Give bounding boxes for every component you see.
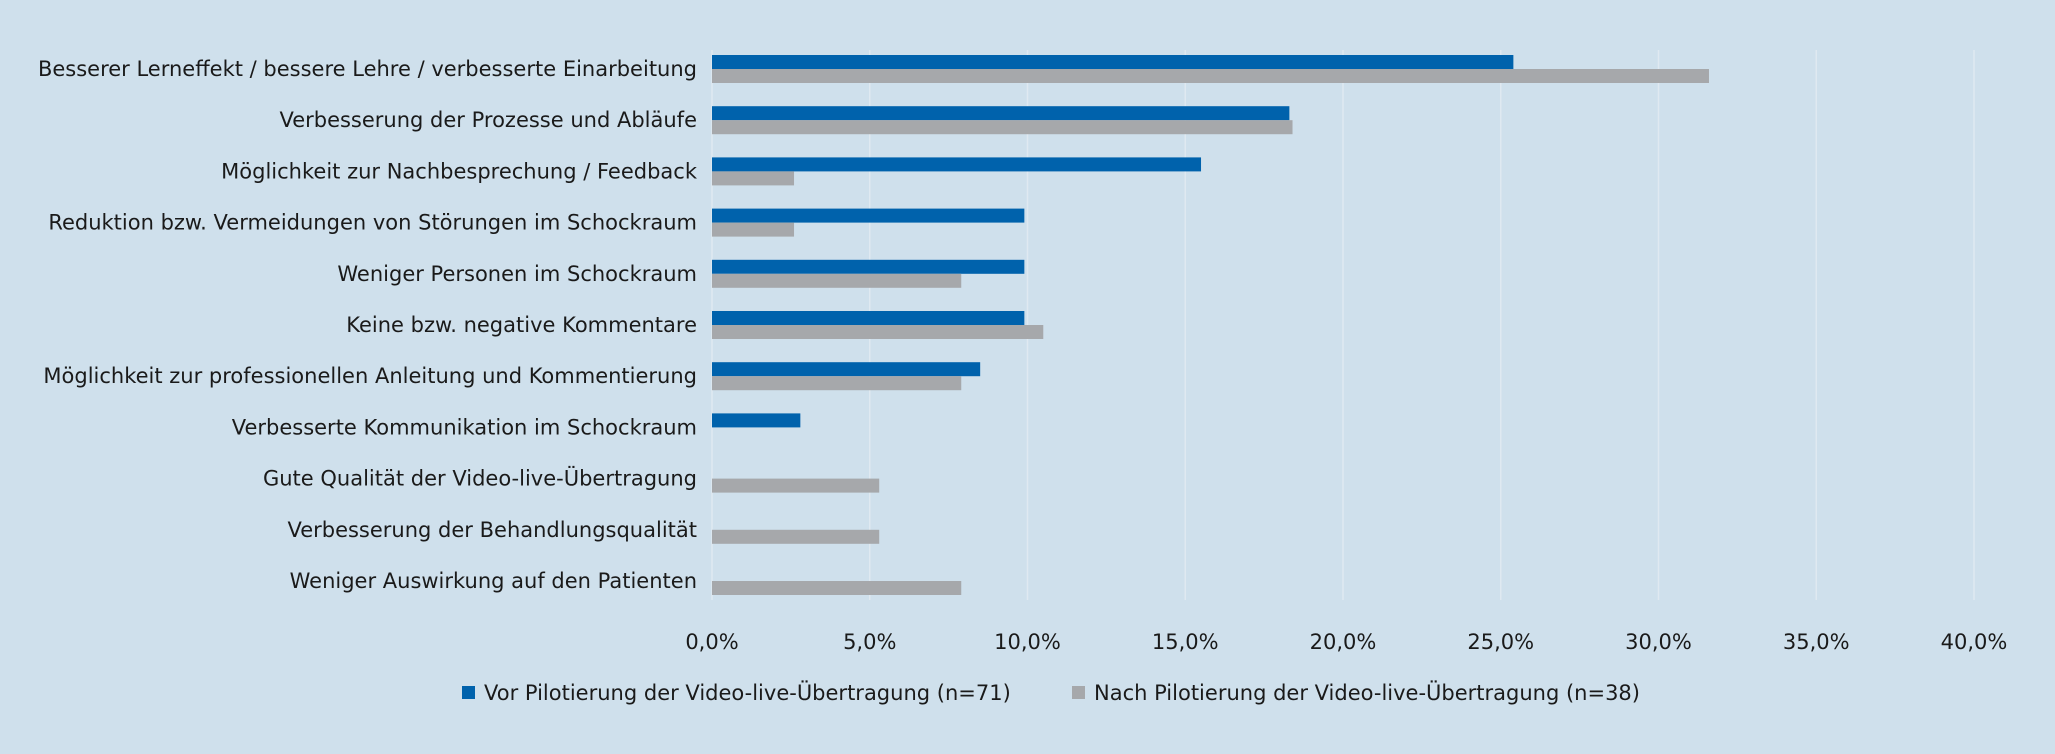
bar-vor — [712, 208, 1025, 223]
bar-nach — [712, 325, 1044, 339]
x-tick-label: 15,0% — [1152, 630, 1219, 654]
bars-layer — [712, 55, 1709, 595]
category-label: Reduktion bzw. Vermeidungen von Störunge… — [48, 211, 697, 235]
legend-swatch — [462, 686, 475, 699]
category-label: Besserer Lerneffekt / bessere Lehre / ve… — [38, 57, 697, 81]
bar-vor — [712, 55, 1514, 69]
bar-vor — [712, 413, 801, 428]
x-tick-label: 35,0% — [1783, 630, 1850, 654]
bar-nach — [712, 376, 962, 391]
x-tick-label: 5,0% — [843, 630, 896, 654]
bar-vor — [712, 259, 1025, 274]
category-labels: Besserer Lerneffekt / bessere Lehre / ve… — [38, 57, 698, 593]
bar-vor — [712, 362, 981, 377]
x-tick-label: 40,0% — [1941, 630, 2008, 654]
x-tick-label: 10,0% — [994, 630, 1061, 654]
legend-label: Vor Pilotierung der Video-live-Übertragu… — [484, 680, 1011, 705]
category-label: Verbesserte Kommunikation im Schockraum — [232, 415, 697, 439]
x-tick-label: 30,0% — [1625, 630, 1692, 654]
grid-layer — [711, 50, 1975, 600]
category-label: Weniger Auswirkung auf den Patienten — [290, 569, 697, 593]
category-label: Möglichkeit zur Nachbesprechung / Feedba… — [221, 159, 698, 183]
category-label: Verbesserung der Behandlungsqualität — [287, 518, 697, 542]
category-label: Keine bzw. negative Kommentare — [346, 313, 697, 337]
legend-swatch — [1072, 686, 1085, 699]
category-label: Gute Qualität der Video-live-Übertragung — [263, 466, 697, 491]
category-label: Möglichkeit zur professionellen Anleitun… — [43, 364, 697, 388]
bar-nach — [712, 69, 1709, 83]
category-label: Verbesserung der Prozesse und Abläufe — [279, 108, 697, 132]
bar-vor — [712, 157, 1202, 172]
x-tick-label: 25,0% — [1467, 630, 1534, 654]
legend-label: Nach Pilotierung der Video-live-Übertrag… — [1094, 680, 1640, 705]
bar-nach — [712, 529, 880, 544]
bar-nach — [712, 581, 962, 595]
bar-nach — [712, 222, 795, 237]
bar-nach — [712, 171, 795, 186]
category-label: Weniger Personen im Schockraum — [337, 262, 697, 286]
x-tick-label: 0,0% — [685, 630, 738, 654]
legend: Vor Pilotierung der Video-live-Übertragu… — [462, 680, 1640, 705]
bar-nach — [712, 273, 962, 288]
bar-nach — [712, 478, 880, 493]
bar-vor — [712, 106, 1290, 121]
bar-vor — [712, 311, 1025, 325]
x-tick-label: 20,0% — [1310, 630, 1377, 654]
x-axis-tick-labels: 0,0% 5,0% 10,0% 15,0% 20,0% 25,0% 30,0% 35,0% 40… — [685, 630, 2007, 654]
bar-nach — [712, 120, 1293, 135]
